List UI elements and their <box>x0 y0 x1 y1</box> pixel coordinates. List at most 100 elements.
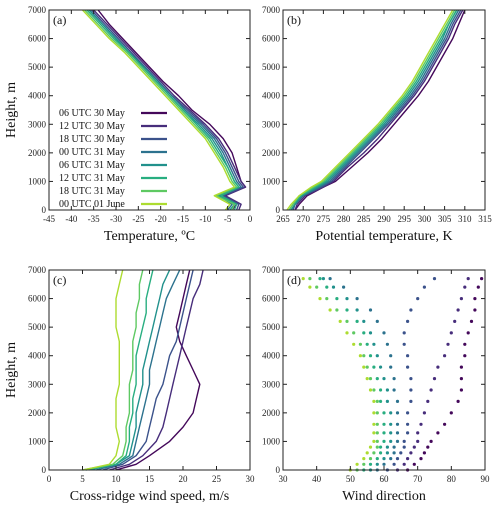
data-point <box>426 445 430 449</box>
data-point <box>459 365 463 369</box>
data-point <box>368 354 373 358</box>
y-tick-label: 5000 <box>262 322 281 332</box>
data-point <box>375 354 379 358</box>
data-point <box>395 399 400 403</box>
x-tick-label: 30 <box>279 474 289 484</box>
data-point <box>355 462 359 466</box>
x-tick-label: -20 <box>155 214 167 224</box>
data-point <box>389 411 393 415</box>
data-point <box>399 451 403 455</box>
x-tick-label: -35 <box>88 214 100 224</box>
data-point <box>385 342 389 346</box>
data-point <box>318 277 322 281</box>
x-tick-label: 280 <box>337 214 351 224</box>
panel-letter: (b) <box>287 13 301 27</box>
data-point <box>463 342 467 346</box>
series-line-7 <box>82 269 144 471</box>
x-tick-label: -15 <box>177 214 189 224</box>
data-point <box>389 422 393 426</box>
data-point <box>443 422 447 426</box>
data-point <box>395 457 400 461</box>
data-point <box>368 462 373 466</box>
data-point <box>416 439 420 443</box>
x-tick-label: 300 <box>418 214 432 224</box>
data-point <box>392 388 396 392</box>
data-point <box>473 308 477 312</box>
legend-label: 06 UTC 31 May <box>59 160 125 171</box>
data-point <box>422 451 426 455</box>
y-tick-label: 5000 <box>28 322 47 332</box>
data-point <box>375 445 379 449</box>
data-point <box>395 431 400 435</box>
y-tick-label: 5000 <box>262 62 281 72</box>
panel-letter: (c) <box>53 273 66 287</box>
x-tick-label: 25 <box>212 474 222 484</box>
data-point <box>335 308 339 312</box>
data-point <box>375 422 379 426</box>
plot-frame <box>48 9 251 211</box>
series-line-6 <box>86 9 240 211</box>
data-point <box>463 354 467 358</box>
data-point <box>345 331 349 335</box>
legend-label: 06 UTC 30 May <box>59 108 125 119</box>
data-point <box>406 411 410 415</box>
data-point <box>382 331 386 335</box>
y-tick-label: 0 <box>42 465 47 475</box>
data-point <box>368 445 373 449</box>
data-point <box>473 297 477 301</box>
data-point <box>355 308 359 312</box>
data-point <box>429 388 433 392</box>
y-tick-label: 6000 <box>262 34 281 44</box>
data-point <box>372 439 376 443</box>
x-tick-label: -10 <box>199 214 211 224</box>
data-point <box>352 342 356 346</box>
data-point <box>379 445 383 449</box>
data-point <box>392 451 396 455</box>
x-tick-label: 0 <box>248 214 253 224</box>
data-point <box>375 399 379 403</box>
y-tick-label: 2000 <box>262 148 281 158</box>
data-point <box>315 285 319 289</box>
x-tick-label: 30 <box>246 474 256 484</box>
data-point <box>352 331 356 335</box>
data-point <box>355 319 359 323</box>
x-tick-label: 5 <box>80 474 85 484</box>
data-point <box>362 365 366 369</box>
data-point <box>372 431 376 435</box>
data-point <box>389 354 393 358</box>
series-line-8 <box>286 9 454 211</box>
data-point <box>345 308 349 312</box>
data-point <box>368 457 373 461</box>
data-point <box>389 457 393 461</box>
data-point <box>385 388 389 392</box>
data-point <box>358 354 362 358</box>
data-point <box>368 377 373 381</box>
data-point <box>379 399 383 403</box>
y-tick-label: 2000 <box>28 148 47 158</box>
data-point <box>368 308 373 312</box>
data-point <box>419 457 423 461</box>
data-point <box>466 277 470 281</box>
x-tick-label: 20 <box>179 474 189 484</box>
x-tick-label: -5 <box>224 214 232 224</box>
data-point <box>382 439 386 443</box>
panel-b-potential-temperature: 265 270 275 280 285 290 295 300 305 310 315 0 1000 20… <box>262 5 492 244</box>
data-point <box>379 388 383 392</box>
data-point <box>328 308 332 312</box>
data-point <box>375 457 379 461</box>
y-tick-label: 6000 <box>262 294 281 304</box>
data-point <box>362 331 366 335</box>
y-tick-label: 1000 <box>262 176 281 186</box>
y-tick-label: 4000 <box>28 351 47 361</box>
data-point <box>402 331 406 335</box>
legend-label: 00 UTC 01 June <box>59 199 125 210</box>
data-point <box>395 422 400 426</box>
data-point <box>372 365 376 369</box>
data-point <box>412 462 416 466</box>
data-point <box>301 277 305 281</box>
data-point <box>328 277 332 281</box>
data-point <box>345 297 349 301</box>
y-tick-label: 0 <box>276 465 281 475</box>
series-line-2 <box>294 9 464 211</box>
legend-label: 00 UTC 31 May <box>59 147 125 158</box>
